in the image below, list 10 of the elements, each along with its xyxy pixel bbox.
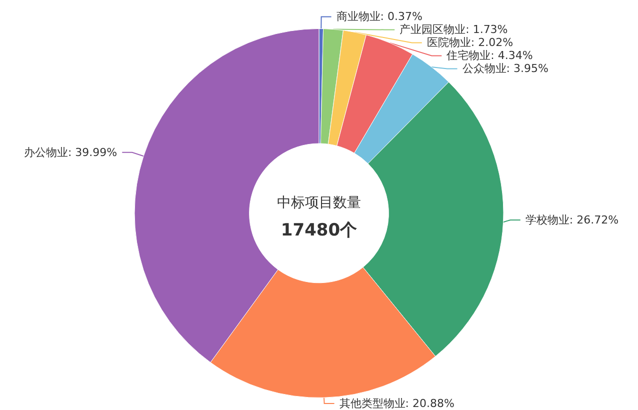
slice-label: 其他类型物业: 20.88% [339, 397, 454, 410]
text: 中标项目数量 [277, 195, 361, 211]
slice-label: 学校物业: 26.72% [525, 213, 619, 226]
slice-label: 医院物业: 2.02% [426, 36, 514, 50]
slice-label: 产业园区物业: 1.73% [400, 23, 508, 36]
text: 17480个 [280, 220, 358, 240]
slice-label: 办公物业: 39.99% [24, 146, 118, 159]
slice-label: 商业物业: 0.37% [336, 10, 422, 24]
slice-label: 公众物业: 3.95% [462, 62, 548, 76]
slice-label: 住宅物业: 4.34% [446, 49, 533, 62]
